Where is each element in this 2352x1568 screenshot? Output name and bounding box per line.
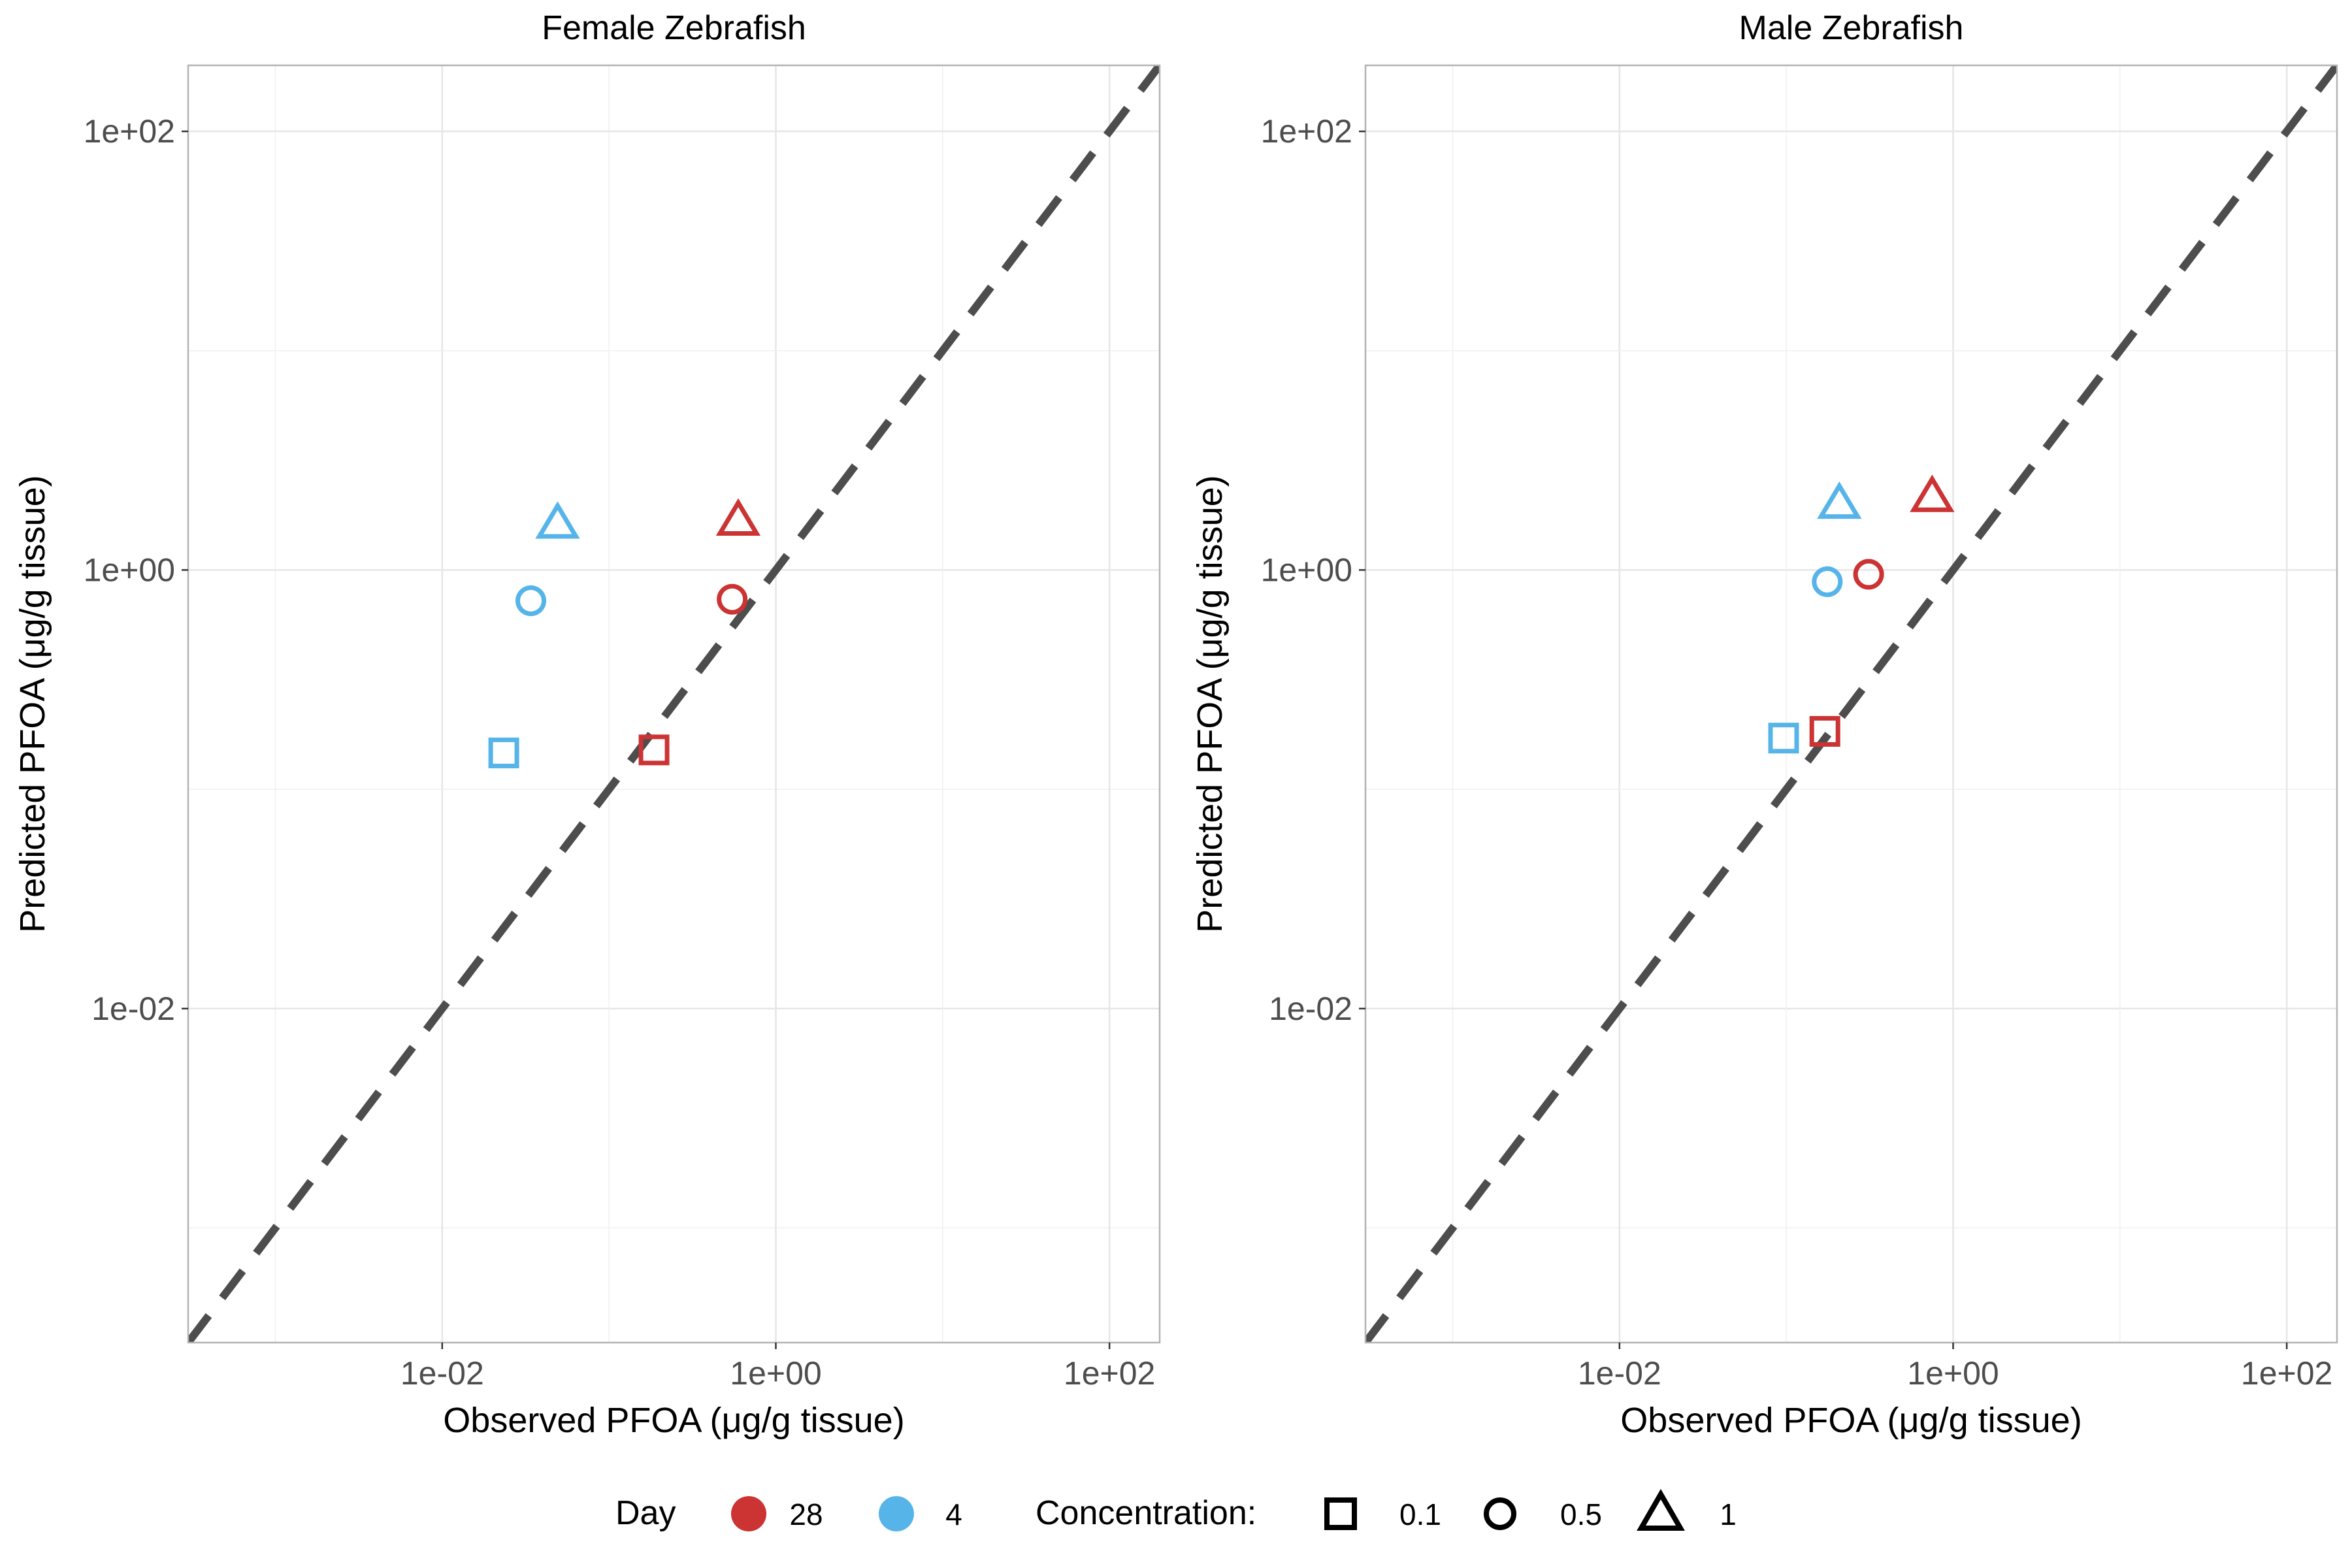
point-day28-conc0_1 (638, 734, 670, 766)
panel-border (1364, 64, 2338, 1344)
legend-day-4-key (879, 1496, 914, 1531)
point-day28-conc0_5 (1853, 559, 1884, 590)
y-tick-label: 1e+02 (1261, 113, 1352, 150)
data-points (488, 498, 761, 768)
identity-reference-line (1365, 65, 2337, 1343)
panel-female: 1e-02 1e+00 1e+02 1e-02 1e+00 1e+02 Female Zeb… (13, 9, 1161, 1440)
identity-reference-line (188, 65, 1160, 1343)
x-tick-label: 1e+00 (730, 1355, 821, 1392)
data-points (1768, 474, 1955, 754)
x-tick-label: 1e-02 (1578, 1355, 1661, 1392)
legend-day-28-label: 28 (789, 1497, 823, 1531)
panel-title: Male Zebrafish (1739, 9, 1964, 47)
y-axis-label: Predicted PFOA (μg/g tissue) (1190, 475, 1230, 932)
legend-day-4-label: 4 (945, 1497, 962, 1531)
point-day4-conc1 (1817, 481, 1862, 519)
panel-male: 1e-02 1e+00 1e+02 1e-02 1e+00 1e+02 Male Zebra… (1190, 9, 2338, 1440)
point-day4-conc0_1 (488, 737, 519, 768)
x-tick-label: 1e-02 (400, 1355, 484, 1392)
x-tick-label: 1e+02 (2241, 1355, 2332, 1392)
legend-conc-label: 1 (1720, 1497, 1737, 1531)
point-day28-conc1 (715, 498, 761, 536)
x-tick-label: 1e+02 (1064, 1355, 1155, 1392)
y-tick-label: 1e+00 (84, 551, 175, 588)
legend-day-title: Day (615, 1494, 676, 1532)
point-day28-conc1 (1910, 474, 1955, 512)
x-tick-label: 1e+00 (1907, 1355, 1999, 1392)
point-day28-conc0_1 (1809, 715, 1840, 747)
x-axis-label: Observed PFOA (μg/g tissue) (443, 1401, 904, 1440)
legend-day-28-key (731, 1496, 766, 1531)
legend-conc-label: 0.5 (1560, 1497, 1602, 1531)
point-day4-conc0_1 (1768, 723, 1799, 754)
legend-concentration-title: Concentration: (1036, 1494, 1256, 1532)
y-tick-label: 1e+00 (1261, 551, 1352, 588)
legend-conc-circle-key (1484, 1497, 1516, 1530)
y-tick-label: 1e-02 (91, 990, 175, 1027)
legend-conc-label: 0.1 (1399, 1497, 1441, 1531)
point-day4-conc1 (535, 501, 580, 539)
y-tick-label: 1e-02 (1269, 990, 1352, 1027)
y-axis-label: Predicted PFOA (μg/g tissue) (13, 475, 52, 932)
gridlines (188, 65, 1160, 1343)
legend-conc-triangle-key (1637, 1488, 1685, 1531)
point-day28-conc0_5 (717, 583, 748, 615)
legend-conc-square-key (1324, 1497, 1357, 1530)
panels: 1e-02 1e+00 1e+02 1e-02 1e+00 1e+02 Female Zeb… (13, 9, 2338, 1440)
panel-title: Female Zebrafish (542, 9, 806, 47)
gridlines (1365, 65, 2337, 1343)
point-day4-conc0_5 (515, 585, 547, 617)
point-day4-conc0_5 (1812, 566, 1843, 597)
panel-border (187, 64, 1161, 1344)
legend: Day Concentration: 28 4 0.1 0.5 1 (615, 1488, 1737, 1532)
x-axis-label: Observed PFOA (μg/g tissue) (1620, 1401, 2082, 1440)
y-tick-label: 1e+02 (84, 113, 175, 150)
